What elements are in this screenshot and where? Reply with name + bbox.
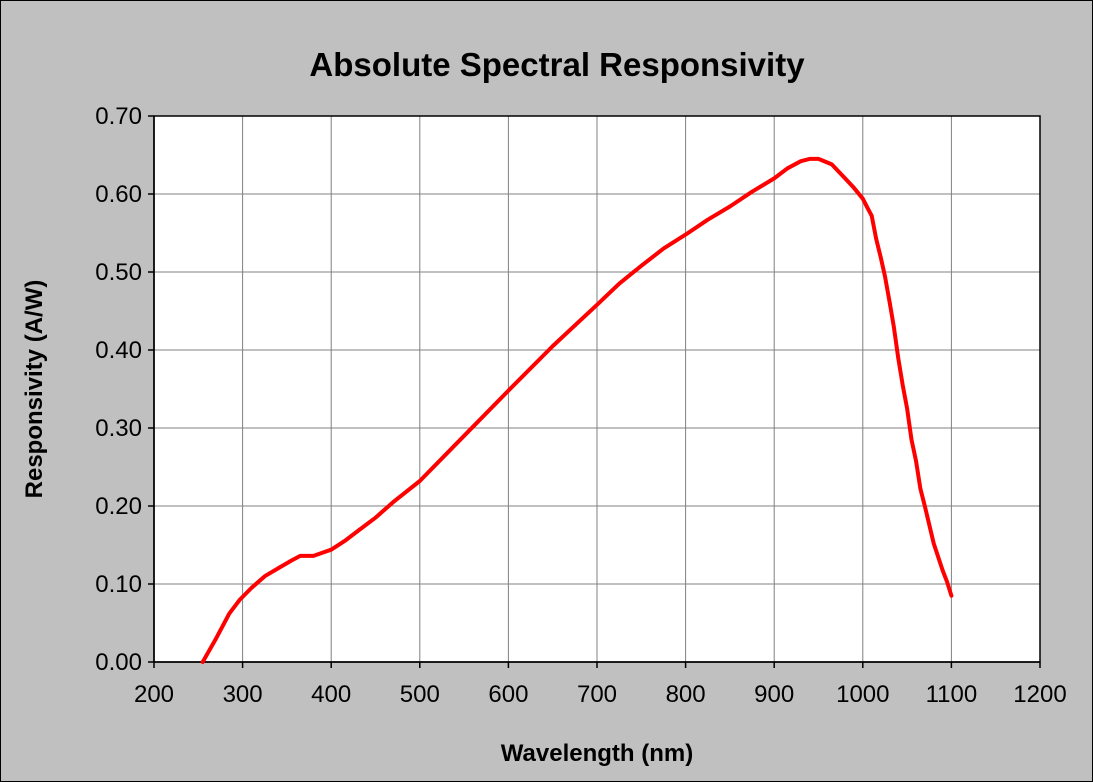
x-tick-label: 1200 <box>1013 681 1066 708</box>
x-tick-label: 1000 <box>836 681 889 708</box>
x-tick-label: 500 <box>400 681 440 708</box>
ticks: 200 300 400 500 600 700 800 900 1000 1100 1200 0.00… <box>95 103 1066 708</box>
x-tick-label: 900 <box>754 681 794 708</box>
responsivity-series-line <box>200 156 954 664</box>
x-tick-label: 800 <box>666 681 706 708</box>
x-tick-label: 300 <box>223 681 263 708</box>
y-tick-label: 0.10 <box>95 571 142 598</box>
x-tick-label: 600 <box>488 681 528 708</box>
x-tick-label: 1100 <box>926 681 978 708</box>
y-tick-label: 0.60 <box>95 181 142 208</box>
y-tick-label: 0.50 <box>95 259 142 286</box>
y-axis-label: Responsivity (A/W) <box>21 280 48 499</box>
y-tick-label: 0.30 <box>95 415 142 442</box>
y-tick-label: 0.70 <box>95 103 142 130</box>
grid-lines <box>154 116 1040 662</box>
x-tick-label: 200 <box>134 681 174 708</box>
series-layer <box>200 156 954 664</box>
y-tick-label: 0.40 <box>95 337 142 364</box>
x-tick-label: 400 <box>311 681 351 708</box>
x-axis-label: Wavelength (nm) <box>501 740 693 767</box>
y-tick-label: 0.20 <box>95 493 142 520</box>
chart-title: Absolute Spectral Responsivity <box>309 46 805 83</box>
x-tick-label: 700 <box>577 681 617 708</box>
y-tick-label: 0.00 <box>95 649 142 676</box>
